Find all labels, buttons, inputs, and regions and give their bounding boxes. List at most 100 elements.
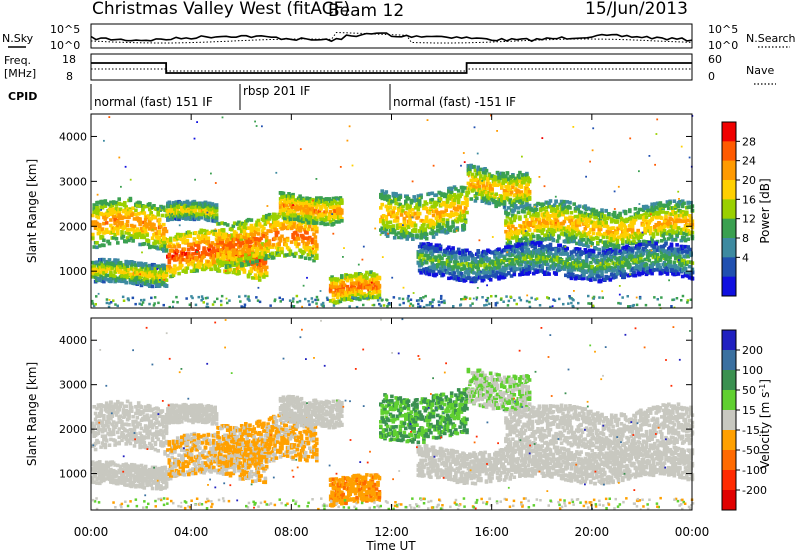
echo-cell (271, 243, 276, 247)
echo-cell (170, 249, 174, 253)
frequency-trace (91, 62, 692, 74)
echo-cell (292, 254, 297, 258)
echo-cell (217, 232, 222, 237)
echo-cell (150, 269, 155, 274)
echo-cell (259, 255, 263, 260)
echo-cell (434, 202, 439, 207)
echo-cell (411, 233, 415, 238)
echo-cell (477, 184, 482, 189)
echo-cell (294, 230, 298, 235)
echo-cell (281, 194, 286, 199)
echo-cell (404, 199, 408, 204)
echo-cell (402, 216, 407, 221)
echo-cell (461, 185, 465, 190)
echo-cell (504, 221, 508, 225)
echo-cell (313, 249, 318, 254)
echo-cell (476, 168, 480, 172)
echo-cell (217, 269, 222, 273)
echo-cell (195, 258, 199, 262)
echo-cell (92, 207, 96, 211)
echo-cell (558, 202, 562, 207)
echo-cell (559, 228, 564, 232)
echo-cell (429, 200, 433, 205)
echo-cell (423, 244, 428, 249)
echo-cell (587, 230, 592, 235)
echo-cell (209, 213, 213, 217)
echo-cell (326, 222, 330, 226)
echo-cell (515, 238, 519, 242)
echo-cell (363, 279, 368, 283)
echo-cell (551, 214, 556, 218)
echo-cell (280, 234, 284, 239)
echo-cell (124, 231, 128, 235)
echo-cell (109, 273, 113, 277)
echo-cell (667, 224, 671, 229)
echo-cell (640, 232, 645, 237)
echo-cell (232, 248, 237, 253)
echo-cell (568, 215, 572, 220)
echo-cell (113, 233, 117, 237)
echo-cell (341, 286, 345, 291)
echo-cell (591, 237, 596, 241)
echo-cell (189, 269, 194, 273)
echo-cell (488, 176, 493, 180)
echo-cell (132, 217, 137, 221)
echo-cell (256, 228, 261, 232)
echo-cell (95, 206, 99, 210)
echo-cell (328, 220, 333, 224)
echo-cell (163, 266, 167, 271)
echo-cell (603, 217, 607, 222)
echo-cell (285, 214, 290, 218)
echo-cell (104, 227, 109, 232)
echo-cell (319, 207, 323, 211)
echo-cell (188, 234, 192, 238)
echo-cell (575, 241, 579, 246)
echo-cell (291, 192, 295, 197)
echo-cell (264, 213, 269, 218)
echo-cell (263, 259, 268, 263)
echo-cell (127, 268, 131, 272)
echo-cell (178, 265, 183, 270)
echo-cell (430, 191, 435, 196)
echo-cell (340, 275, 344, 279)
nave-tick-top: 60 (708, 53, 722, 66)
echo-cell (150, 236, 155, 240)
echo-cell (231, 241, 236, 246)
echo-cell (305, 231, 309, 235)
echo-cell (490, 191, 494, 196)
echo-cell (676, 203, 681, 207)
echo-cell (630, 224, 635, 228)
echo-cell (315, 253, 319, 258)
echo-cell (673, 223, 678, 227)
echo-cell (118, 207, 123, 211)
echo-cell (519, 183, 524, 187)
noise-search-trace (90, 31, 693, 44)
echo-cell (452, 185, 457, 189)
echo-cell (187, 205, 191, 210)
echo-cell (504, 210, 508, 215)
echo-cell (124, 215, 128, 219)
echo-cell (420, 225, 425, 230)
echo-cell (530, 232, 535, 237)
echo-cell (551, 238, 556, 243)
echo-cell (504, 219, 508, 223)
beam-label: Beam 12 (328, 1, 404, 21)
echo-cell (202, 254, 206, 258)
echo-cell (532, 222, 536, 226)
echo-cell (443, 210, 447, 215)
echo-cell (655, 232, 660, 236)
echo-cell (430, 252, 435, 257)
echo-cell (310, 237, 315, 242)
echo-cell (107, 264, 112, 268)
echo-cell (141, 228, 145, 233)
echo-cell (228, 246, 233, 250)
echo-cell (495, 183, 500, 187)
echo-cell (436, 225, 440, 229)
echo-cell (292, 213, 297, 217)
echo-cell (141, 273, 145, 277)
echo-cell (440, 210, 444, 214)
echo-cell (193, 251, 198, 256)
echo-cell (212, 254, 216, 258)
echo-cell (611, 218, 615, 223)
echo-cell (331, 293, 336, 298)
